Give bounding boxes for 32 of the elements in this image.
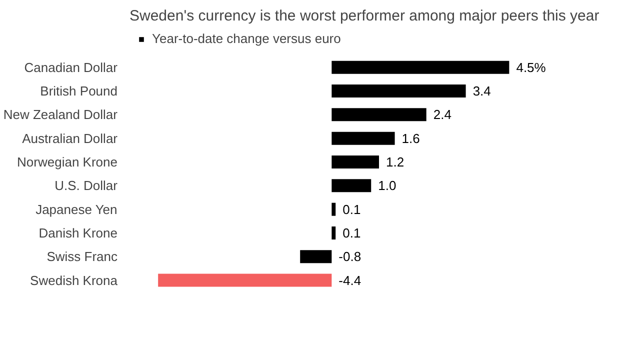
- y-tick-label: U.S. Dollar: [54, 178, 118, 194]
- bar: [300, 250, 332, 264]
- y-tick-label: Swiss Franc: [46, 249, 118, 264]
- bar: [332, 84, 466, 98]
- data-label: 1.0: [378, 178, 396, 194]
- data-label: -4.4: [338, 272, 362, 288]
- chart-title: Sweden's currency is the worst performer among major peers this year: [130, 8, 600, 24]
- data-label: 4.5%: [516, 60, 546, 75]
- bar: [332, 155, 379, 169]
- legend-label: Year-to-date change versus euro: [152, 31, 341, 46]
- y-tick-label: Danish Krone: [38, 225, 118, 240]
- data-label: 1.2: [386, 154, 404, 170]
- data-label: 2.4: [433, 107, 452, 122]
- data-label: 0.1: [342, 225, 361, 240]
- bar: [332, 179, 372, 192]
- y-tick-label: Norwegian Krone: [17, 154, 118, 170]
- bar: [332, 60, 510, 74]
- bar: [332, 202, 336, 216]
- y-tick-label: Swedish Krona: [30, 272, 118, 288]
- bar: [332, 108, 426, 122]
- data-label: 0.1: [342, 202, 361, 217]
- bar: [158, 274, 332, 287]
- bar: [332, 226, 336, 240]
- data-label: -0.8: [338, 249, 362, 264]
- y-tick-label: Australian Dollar: [22, 130, 118, 146]
- bar: [332, 132, 395, 145]
- y-tick-label: New Zealand Dollar: [3, 107, 118, 122]
- data-label: 1.6: [402, 130, 420, 146]
- y-tick-label: British Pound: [40, 84, 118, 99]
- y-tick-label: Canadian Dollar: [24, 60, 118, 75]
- data-label: 3.4: [472, 84, 491, 99]
- y-tick-label: Japanese Yen: [36, 202, 118, 217]
